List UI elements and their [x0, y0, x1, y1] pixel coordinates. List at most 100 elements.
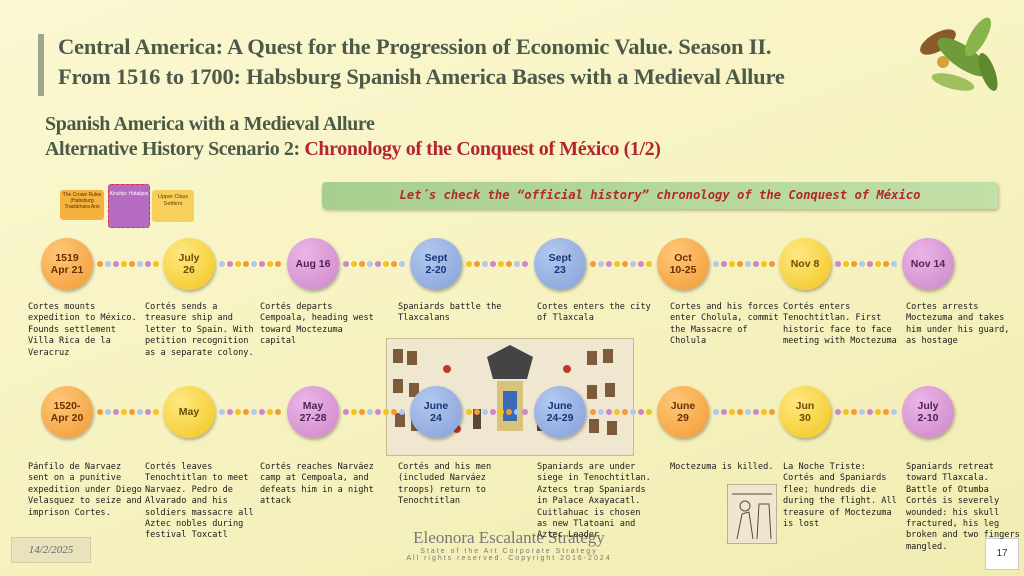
engraving-image [727, 484, 777, 544]
connector-dot [399, 261, 405, 267]
connector-dot [113, 261, 119, 267]
timeline-connector [713, 260, 775, 268]
connector-dot [614, 261, 620, 267]
connector-dot [522, 409, 528, 415]
connector-dot [606, 409, 612, 415]
connector-dot [713, 261, 719, 267]
connector-dot [235, 261, 241, 267]
subtitle-line-2: Alternative History Scenario 2: Chronolo… [45, 138, 661, 161]
connector-dot [761, 261, 767, 267]
connector-dot [482, 261, 488, 267]
timeline-description: Pánfilo de Narvaez sent on a punitive ex… [28, 462, 142, 518]
connector-dot [590, 409, 596, 415]
connector-dot [351, 409, 357, 415]
timeline-description: Spaniards retreat toward Tlaxcala. Battl… [906, 462, 1020, 552]
connector-dot [474, 409, 480, 415]
timeline-description: Spaniards are under siege in Tenochtitla… [537, 462, 651, 541]
connector-dot [606, 261, 612, 267]
timeline-date: Oct 10-25 [669, 252, 697, 276]
timeline-date: Jun 30 [795, 400, 815, 424]
connector-dot [227, 409, 233, 415]
connector-dot [259, 261, 265, 267]
connector-dot [351, 261, 357, 267]
timeline-node: Nov 8 [779, 238, 831, 290]
connector-dot [891, 409, 897, 415]
brand-footer: Eleonora Escalante Strategy State of the… [396, 528, 622, 562]
connector-dot [474, 261, 480, 267]
connector-dot [251, 261, 257, 267]
subtitle-prefix: Alternative History Scenario 2: [45, 138, 305, 160]
connector-dot [367, 261, 373, 267]
connector-dot [153, 409, 159, 415]
timeline-description: Cortes mounts expedition to México. Foun… [28, 302, 137, 358]
timeline-node: Nov 14 [902, 238, 954, 290]
connector-dot [851, 409, 857, 415]
connector-dot [867, 261, 873, 267]
connector-dot [875, 409, 881, 415]
timeline-connector [835, 408, 897, 416]
connector-dot [745, 261, 751, 267]
connector-dot [359, 409, 365, 415]
aztec-codex-image [386, 338, 634, 456]
mini-box-crown: The Crown Rules (Habsburg Trastámara Ari… [60, 190, 104, 220]
timeline-node: July 26 [163, 238, 215, 290]
timeline-connector [713, 408, 775, 416]
connector-dot [638, 261, 644, 267]
connector-dot [630, 409, 636, 415]
timeline-date: Nov 8 [790, 258, 820, 270]
connector-dot [251, 409, 257, 415]
timeline-node: Sept 23 [534, 238, 586, 290]
connector-dot [391, 409, 397, 415]
connector-dot [721, 261, 727, 267]
connector-dot [490, 261, 496, 267]
connector-dot [343, 409, 349, 415]
timeline-description: Cortés leaves Tenochtitlan to meet Narva… [145, 462, 254, 541]
timeline-node: Sept 2-20 [410, 238, 462, 290]
timeline-connector [590, 260, 652, 268]
title-line-1: Central America: A Quest for the Progres… [58, 34, 772, 59]
page-number: 17 [985, 538, 1019, 570]
leaf-decoration-icon [920, 17, 998, 91]
connector-dot [367, 409, 373, 415]
timeline-connector [835, 260, 897, 268]
connector-dot [129, 261, 135, 267]
title-accent-bar [38, 34, 44, 96]
connector-dot [153, 261, 159, 267]
timeline-node: June 24 [410, 386, 462, 438]
connector-dot [737, 409, 743, 415]
connector-dot [875, 261, 881, 267]
date-box: 14/2/2025 [11, 537, 91, 563]
connector-dot [259, 409, 265, 415]
connector-dot [867, 409, 873, 415]
connector-dot [105, 409, 111, 415]
timeline-node: Aug 16 [287, 238, 339, 290]
connector-dot [729, 261, 735, 267]
timeline-date: July 26 [178, 252, 200, 276]
connector-dot [646, 409, 652, 415]
connector-dot [219, 261, 225, 267]
mini-diagram: The Crown Rules (Habsburg Trastámara Ari… [58, 182, 198, 228]
connector-dot [267, 261, 273, 267]
timeline-node: June 29 [657, 386, 709, 438]
connector-dot [145, 261, 151, 267]
timeline-date: Aug 16 [295, 258, 331, 270]
connector-dot [638, 409, 644, 415]
connector-dot [506, 409, 512, 415]
timeline-date: Sept 2-20 [424, 252, 448, 276]
connector-dot [482, 409, 488, 415]
connector-dot [145, 409, 151, 415]
connector-dot [129, 409, 135, 415]
connector-dot [614, 409, 620, 415]
connector-dot [498, 409, 504, 415]
connector-dot [851, 261, 857, 267]
timeline-date: 1520- Apr 20 [50, 400, 84, 424]
connector-dot [835, 261, 841, 267]
connector-dot [843, 409, 849, 415]
timeline-node: May [163, 386, 215, 438]
timeline-description: Cortes arrests Moctezuma and takes him u… [906, 302, 1010, 347]
timeline-date: 1519 Apr 21 [50, 252, 84, 276]
connector-dot [745, 409, 751, 415]
connector-dot [514, 261, 520, 267]
timeline-node: Oct 10-25 [657, 238, 709, 290]
